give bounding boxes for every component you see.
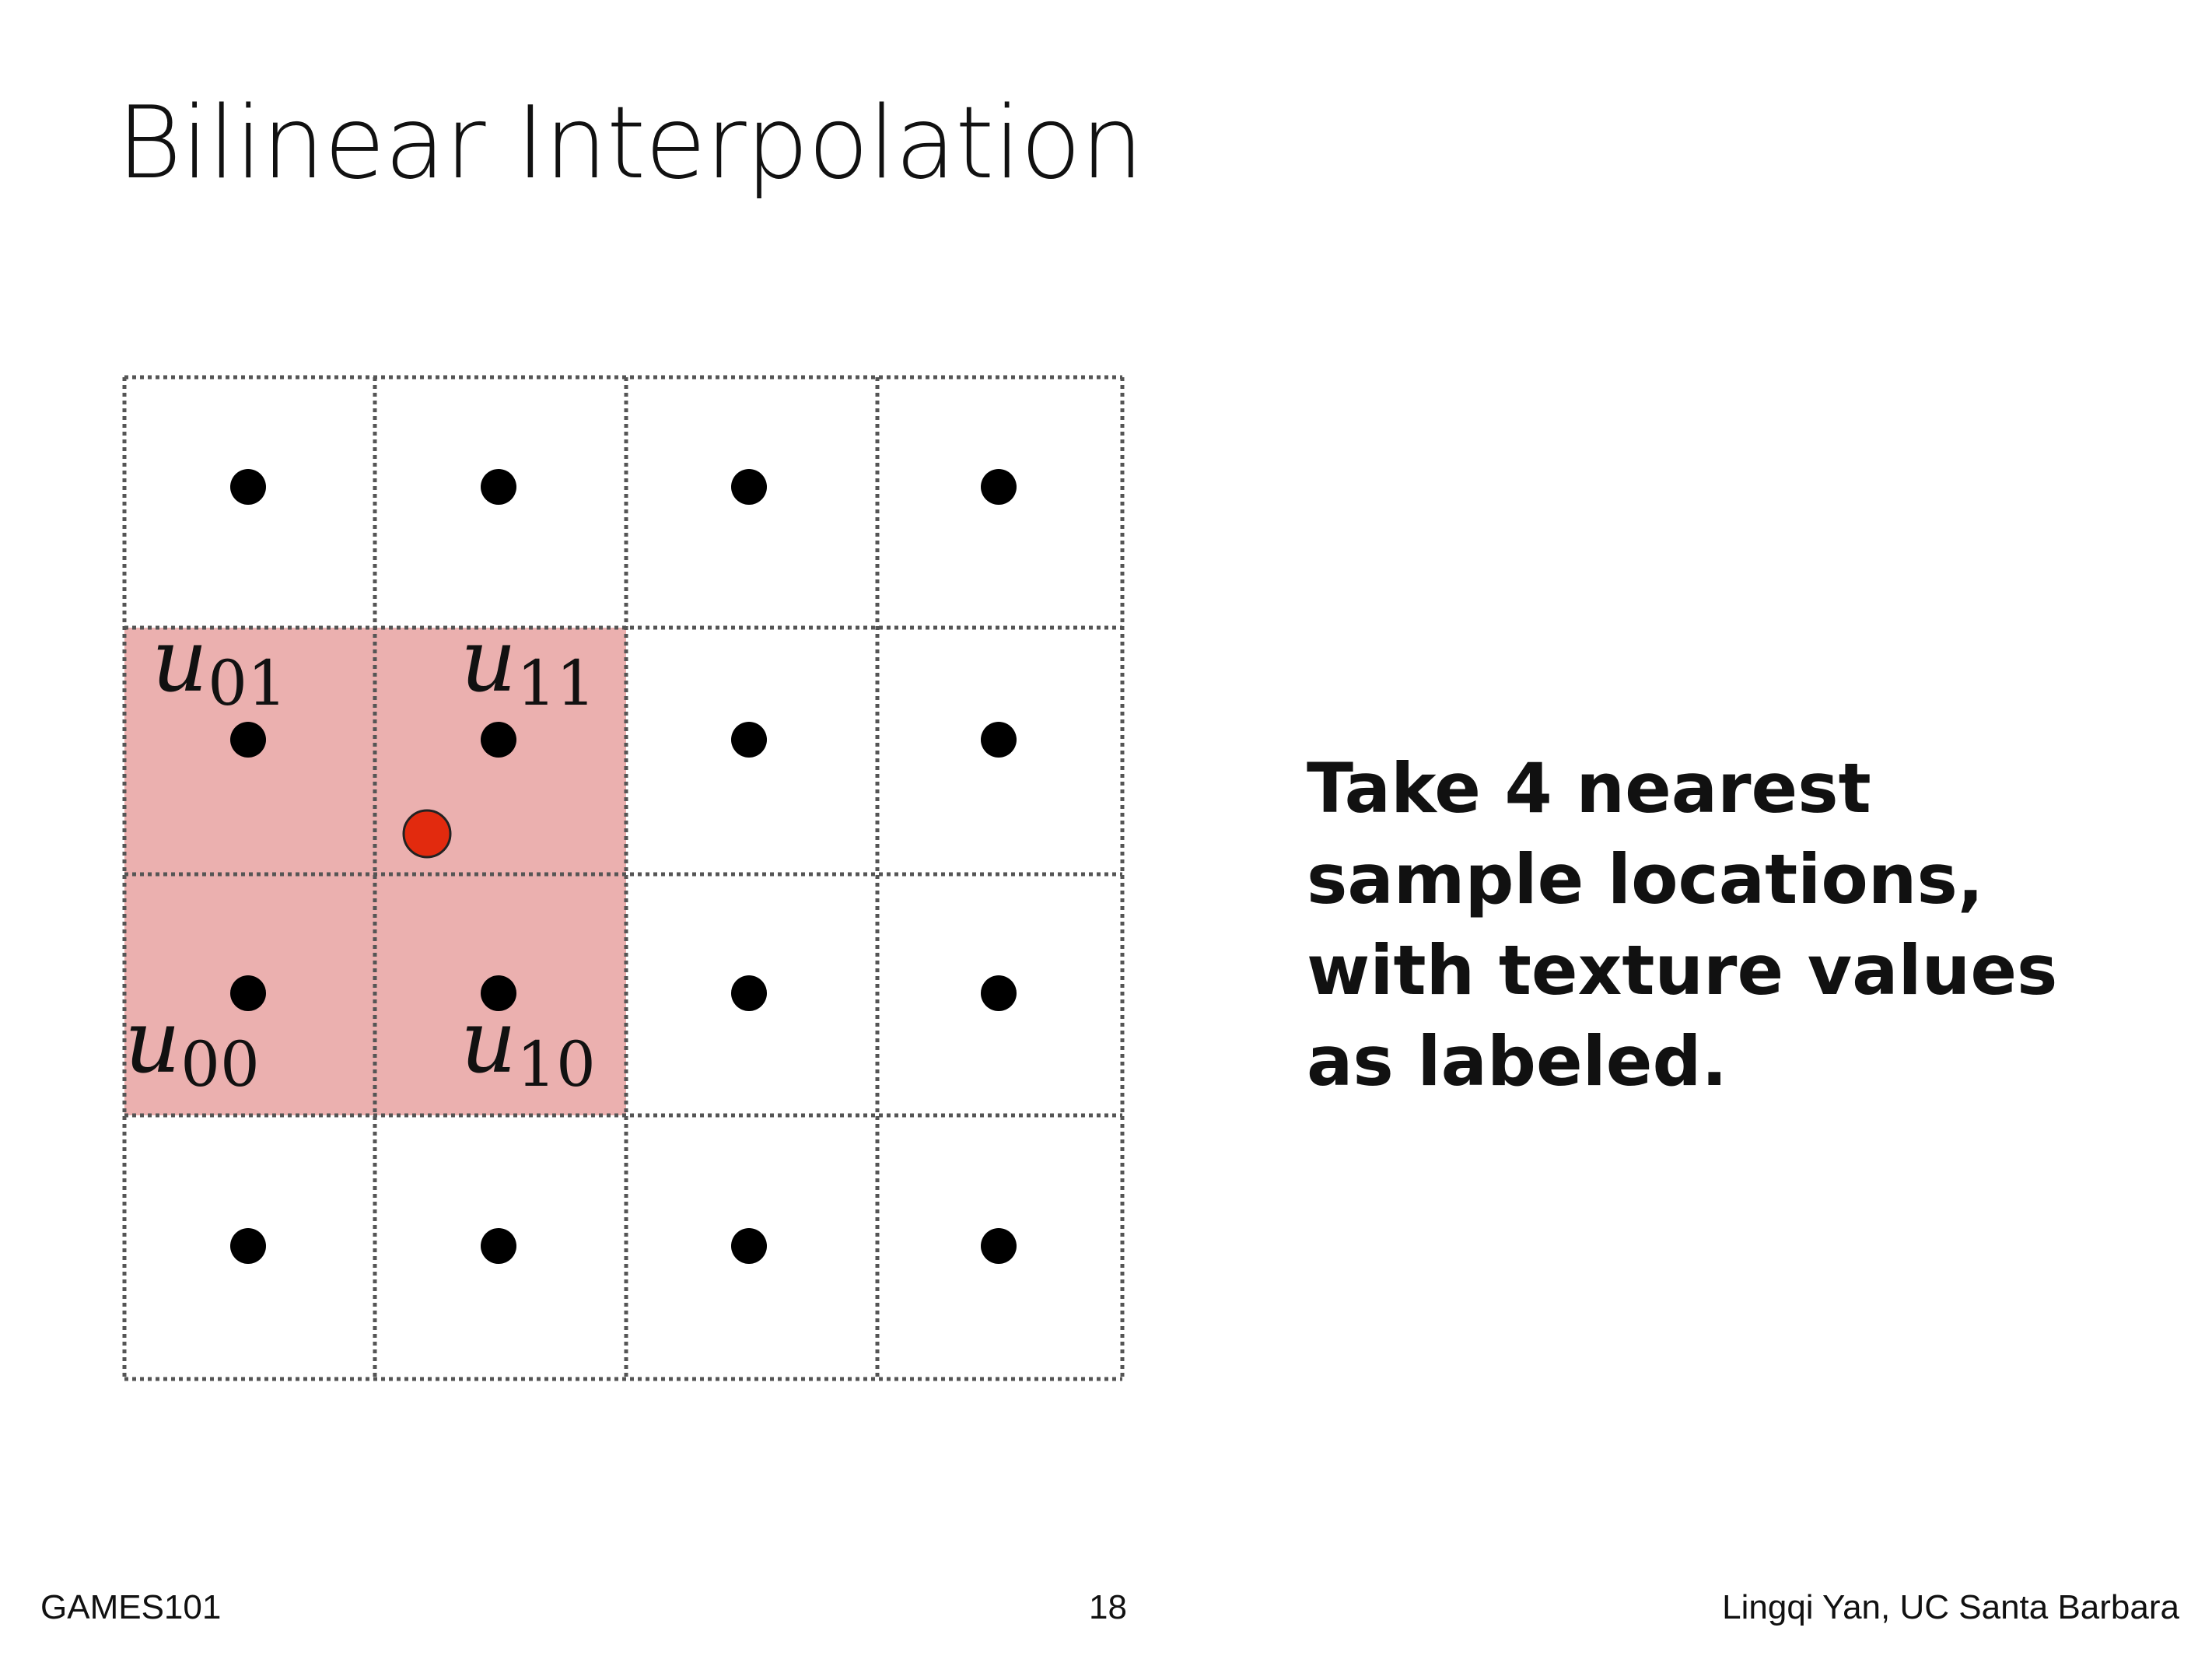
sample-point xyxy=(230,722,266,758)
label-u01-sub: 01 xyxy=(208,647,287,719)
label-u10: u10 xyxy=(460,992,596,1101)
label-u01-base: u xyxy=(152,611,208,712)
label-u00: u00 xyxy=(124,992,260,1101)
sample-point xyxy=(731,469,767,505)
sample-point xyxy=(230,1228,266,1264)
sample-point xyxy=(981,469,1017,505)
sample-point xyxy=(731,722,767,758)
sample-point xyxy=(981,722,1017,758)
grid-lines xyxy=(122,375,1125,1381)
label-u11: u11 xyxy=(460,611,596,719)
slide-caption: Take 4 nearest sample locations, with te… xyxy=(1307,748,2058,1101)
label-u01: u01 xyxy=(152,611,287,719)
sample-point xyxy=(481,975,516,1011)
label-u00-sub: 00 xyxy=(180,1028,260,1101)
sample-point xyxy=(481,722,516,758)
label-u00-base: u xyxy=(124,992,180,1093)
label-u10-base: u xyxy=(460,992,516,1093)
sample-point xyxy=(981,1228,1017,1264)
label-u10-sub: 10 xyxy=(516,1028,596,1101)
sample-point xyxy=(981,975,1017,1011)
sample-points xyxy=(230,469,1017,1264)
slide-title: Bilinear Interpolation xyxy=(117,86,1143,201)
label-u11-base: u xyxy=(460,611,516,712)
footer-author: Lingqi Yan, UC Santa Barbara xyxy=(1722,1588,2179,1626)
footer-page-number: 18 xyxy=(1089,1588,1127,1626)
footer-course: GAMES101 xyxy=(40,1588,222,1626)
sample-point xyxy=(731,1228,767,1264)
sample-point xyxy=(481,469,516,505)
sample-point xyxy=(731,975,767,1011)
sample-point xyxy=(481,1228,516,1264)
label-u11-sub: 11 xyxy=(516,647,596,719)
sample-point xyxy=(230,469,266,505)
sample-point xyxy=(230,975,266,1011)
query-point xyxy=(402,809,452,859)
